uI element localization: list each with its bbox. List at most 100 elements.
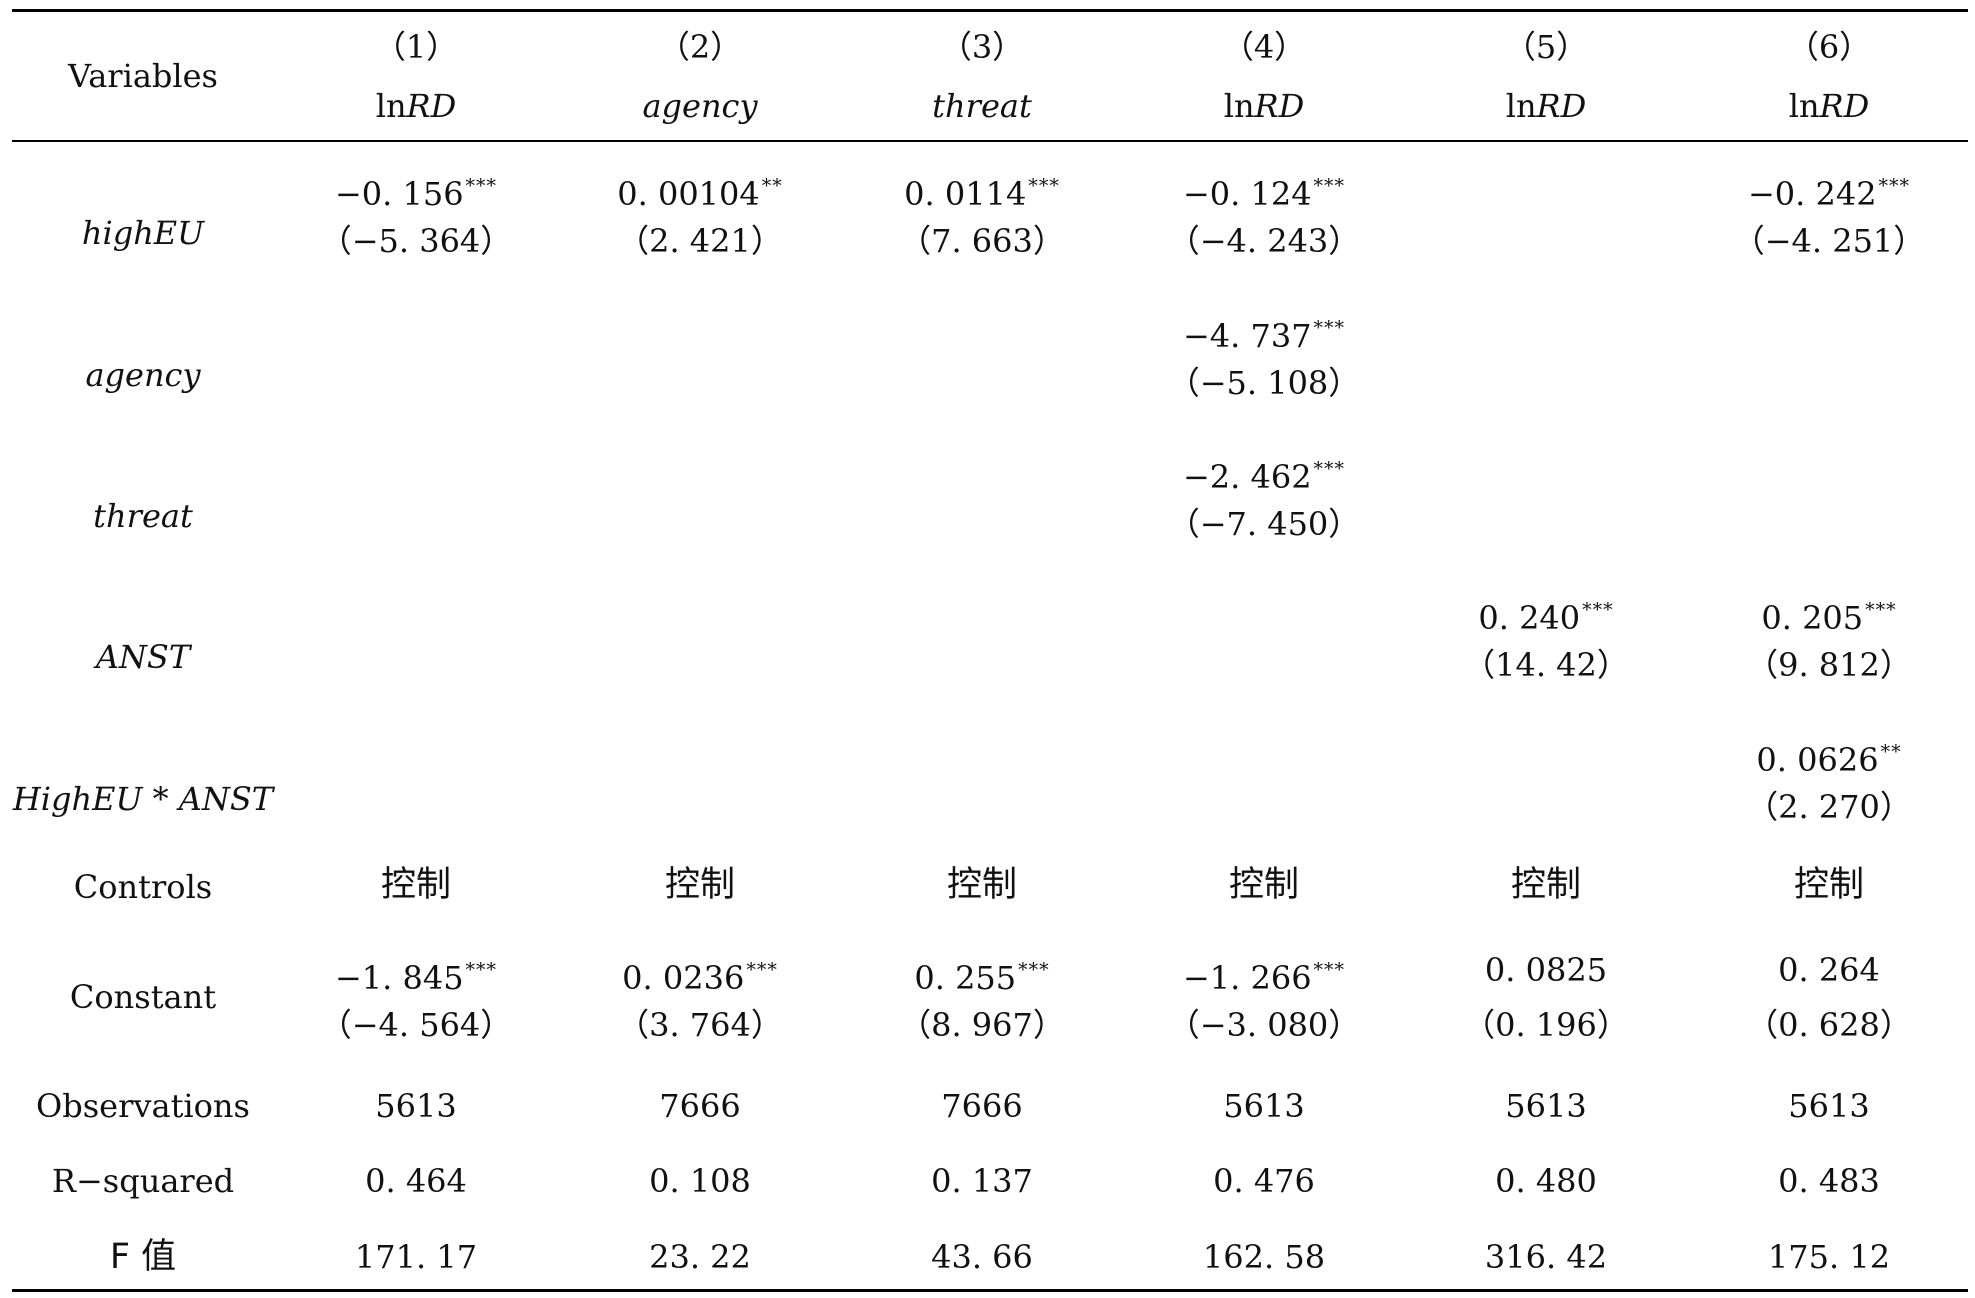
- observations-cell: 7666: [941, 1087, 1023, 1125]
- controls-cell: 控制: [664, 865, 735, 905]
- rsquared-cell: 0. 108: [649, 1162, 751, 1200]
- row-label-controls: Controls: [73, 868, 213, 906]
- coefficient: 0. 240 ***: [1416, 590, 1676, 638]
- dependent-variable: threat: [852, 86, 1112, 126]
- dv-name: threat: [932, 87, 1032, 125]
- dv-name: RD: [1254, 87, 1305, 125]
- coefficient: 0. 0825: [1416, 950, 1676, 990]
- controls-cell: 控制: [1793, 865, 1864, 905]
- coefficient: 0. 0626 **: [1699, 732, 1959, 780]
- coefficient-value: 0. 0114: [904, 175, 1027, 213]
- coefficient: 0. 205 ***: [1699, 590, 1959, 638]
- coefficient-value: 0. 00104: [617, 175, 760, 213]
- observations-cell: 5613: [1788, 1087, 1870, 1125]
- observations-cell: 5613: [1505, 1087, 1587, 1125]
- significance-stars: ***: [1313, 458, 1346, 480]
- significance-stars: ***: [465, 175, 498, 197]
- coefficient-value: −1. 845: [334, 959, 464, 997]
- fvalue-cell: 162. 58: [1202, 1238, 1326, 1276]
- fvalue-cell: 43. 66: [931, 1238, 1033, 1276]
- row-label-interaction: HighEU * ANST: [12, 780, 274, 818]
- t-statistic: （2. 421）: [617, 222, 783, 260]
- row-label-fvalue: F 值: [109, 1237, 177, 1277]
- fvalue-cell: 316. 42: [1484, 1238, 1608, 1276]
- coefficient: 0. 0114 ***: [852, 166, 1112, 214]
- observations-cell: 5613: [375, 1087, 457, 1125]
- t-statistic: （14. 42）: [1463, 646, 1629, 684]
- top-rule: [12, 9, 1968, 12]
- t-statistic: （−7. 450）: [1167, 505, 1361, 543]
- dependent-variable: lnRD: [1134, 86, 1394, 126]
- controls-cell: 控制: [946, 865, 1017, 905]
- coefficient: −1. 845 ***: [286, 950, 546, 998]
- t-statistic: （−4. 251）: [1732, 222, 1926, 260]
- controls-cell: 控制: [1228, 865, 1299, 905]
- coefficient: −0. 156 ***: [286, 166, 546, 214]
- rsquared-cell: 0. 464: [365, 1162, 467, 1200]
- fvalue-cell: 171. 17: [354, 1238, 478, 1276]
- coefficient: −0. 124 ***: [1134, 166, 1394, 214]
- dv-prefix: ln: [1788, 87, 1820, 125]
- t-statistic: （3. 764）: [617, 1006, 783, 1044]
- coefficient-value: 0. 255: [914, 959, 1017, 997]
- rsquared-cell: 0. 476: [1213, 1162, 1315, 1200]
- row-label-threat: threat: [93, 497, 193, 535]
- dv-name: RD: [1536, 87, 1587, 125]
- significance-stars: **: [1880, 741, 1902, 763]
- coefficient: −2. 462 ***: [1134, 449, 1394, 497]
- significance-stars: ***: [1313, 175, 1346, 197]
- coefficient-value: 0. 264: [1778, 951, 1880, 989]
- coefficient-value: 0. 0825: [1484, 951, 1608, 989]
- significance-stars: ***: [465, 959, 498, 981]
- significance-stars: ***: [1878, 175, 1911, 197]
- dependent-variable: lnRD: [1416, 86, 1676, 126]
- significance-stars: ***: [1018, 959, 1050, 981]
- dv-name: RD: [1819, 87, 1870, 125]
- t-statistic: （2. 270）: [1746, 788, 1912, 826]
- dv-name: agency: [642, 87, 758, 125]
- significance-stars: ***: [1582, 599, 1614, 621]
- dv-name: RD: [406, 87, 457, 125]
- bottom-rule: [12, 1289, 1968, 1292]
- dependent-variable: lnRD: [286, 86, 546, 126]
- fvalue-cell: 23. 22: [649, 1238, 751, 1276]
- observations-cell: 7666: [659, 1087, 741, 1125]
- coefficient: −0. 242 ***: [1699, 166, 1959, 214]
- coefficient-value: −0. 156: [334, 175, 464, 213]
- row-label-rsquared: R−squared: [51, 1162, 235, 1200]
- coefficient: 0. 255 ***: [852, 950, 1112, 998]
- column-number: （3）: [939, 28, 1025, 66]
- column-number: （4）: [1221, 28, 1307, 66]
- significance-stars: ***: [1313, 959, 1346, 981]
- t-statistic: （−4. 564）: [319, 1006, 513, 1044]
- dv-prefix: ln: [1223, 87, 1255, 125]
- row-label-agency: agency: [85, 356, 201, 394]
- coefficient: −4. 737 ***: [1134, 308, 1394, 356]
- t-statistic: （−4. 243）: [1167, 222, 1361, 260]
- row-label-constant: Constant: [69, 978, 217, 1016]
- coefficient-value: 0. 0236: [622, 959, 745, 997]
- rsquared-cell: 0. 483: [1778, 1162, 1880, 1200]
- significance-stars: ***: [1313, 317, 1346, 339]
- fvalue-cell: 175. 12: [1767, 1238, 1891, 1276]
- column-number: （2）: [657, 28, 743, 66]
- column-number: （1）: [373, 28, 459, 66]
- t-statistic: （−5. 108）: [1167, 364, 1361, 402]
- significance-stars: ***: [1865, 599, 1897, 621]
- coefficient: 0. 0236 ***: [570, 950, 830, 998]
- controls-cell: 控制: [1510, 865, 1581, 905]
- significance-stars: **: [761, 175, 783, 197]
- coefficient: −1. 266 ***: [1134, 950, 1394, 998]
- t-statistic: （−3. 080）: [1167, 1006, 1361, 1044]
- coefficient-value: 0. 0626: [1756, 741, 1879, 779]
- coefficient-value: −2. 462: [1182, 458, 1312, 496]
- dependent-variable: agency: [570, 86, 830, 126]
- coefficient-value: −0. 242: [1747, 175, 1877, 213]
- t-statistic: （8. 967）: [899, 1006, 1065, 1044]
- dv-prefix: ln: [375, 87, 407, 125]
- significance-stars: ***: [1028, 175, 1060, 197]
- row-label-observations: Observations: [36, 1087, 250, 1125]
- t-statistic: （0. 196）: [1463, 1006, 1629, 1044]
- column-number: （6）: [1786, 28, 1872, 66]
- dv-prefix: ln: [1505, 87, 1537, 125]
